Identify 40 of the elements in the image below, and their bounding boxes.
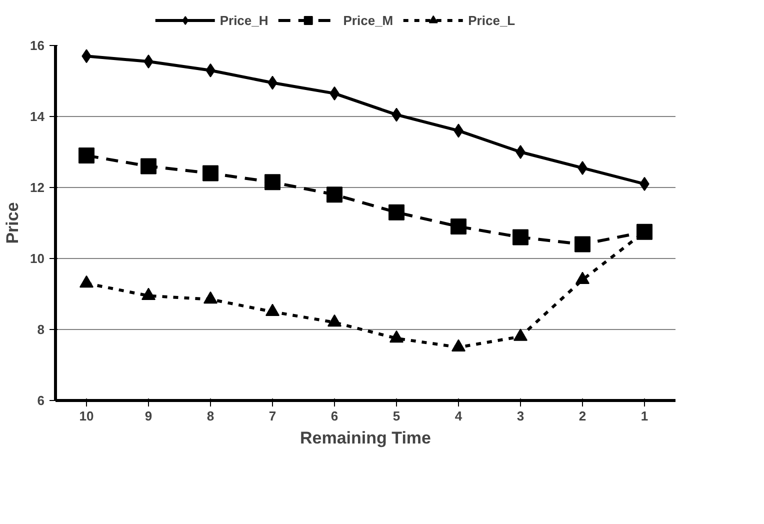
point	[266, 304, 280, 316]
y-tick-label: 16	[30, 38, 45, 53]
point	[142, 288, 156, 300]
point	[514, 328, 528, 341]
point	[576, 272, 590, 284]
x-tick-label: 9	[144, 408, 152, 424]
x-tick-label: 2	[578, 408, 586, 424]
x-tick-label: 5	[392, 408, 400, 424]
x-axis-title: Remaining Time	[300, 428, 432, 448]
legend-label: Price_M	[343, 12, 394, 28]
point	[574, 236, 590, 252]
point	[326, 186, 342, 203]
y-axis-title: Price	[3, 202, 22, 244]
x-tick-label: 1	[640, 408, 648, 424]
x-tick-label: 10	[79, 408, 94, 424]
legend-label: Price_L	[468, 12, 516, 28]
y-tick-label: 8	[37, 322, 45, 337]
point	[264, 174, 280, 190]
point	[390, 330, 404, 343]
y-tick-label: 6	[37, 393, 45, 408]
point	[512, 229, 528, 246]
point	[204, 291, 218, 304]
point	[80, 275, 94, 288]
point	[202, 165, 218, 182]
point	[328, 314, 342, 327]
x-tick-label: 6	[330, 408, 338, 424]
y-tick-label: 12	[30, 180, 45, 195]
legend-label: Price_H	[220, 12, 268, 28]
point	[452, 339, 466, 352]
point	[388, 204, 404, 220]
point	[78, 148, 94, 164]
x-tick-label: 4	[454, 408, 463, 424]
point	[450, 218, 466, 235]
point	[140, 158, 156, 174]
x-tick-label: 3	[516, 408, 524, 424]
y-tick-label: 10	[30, 251, 45, 266]
y-tick-label: 14	[30, 109, 46, 124]
x-tick-label: 8	[206, 408, 214, 424]
point	[516, 145, 526, 159]
x-tick-label: 7	[268, 408, 276, 424]
